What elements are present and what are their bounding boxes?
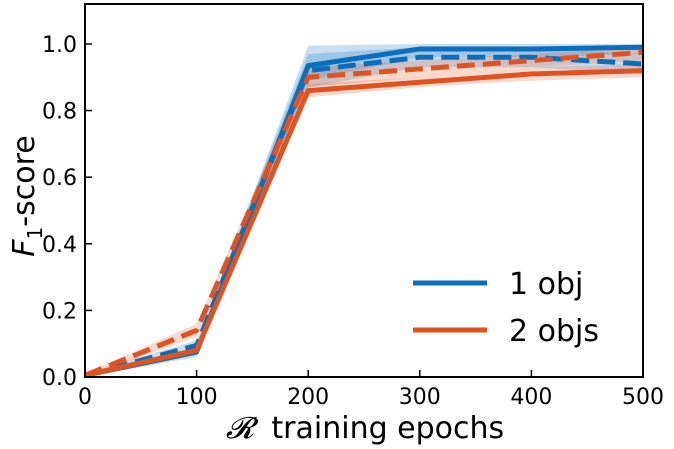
series-line-3-solid	[84, 68, 644, 378]
legend: 1 obj 2 objs	[413, 267, 599, 349]
y-tick-label: 0.6	[42, 166, 77, 191]
y-axis-symbol: F	[7, 239, 42, 257]
x-tick-label: 300	[399, 385, 441, 410]
y-tick-label: 0.2	[42, 299, 77, 324]
x-axis-text: training epochs	[271, 411, 504, 446]
y-axis-text: -score	[7, 135, 42, 226]
legend-label: 1 obj	[509, 267, 583, 302]
plot-frame	[84, 3, 644, 378]
legend-label: 2 objs	[509, 314, 599, 349]
axis-ticks: 0 100 200 300 400 500 0.0 0.2 0.4 0.6 0.8 1.0	[42, 33, 664, 410]
y-tick-label: 1.0	[42, 33, 77, 58]
x-axis-symbol: 𝓡	[226, 411, 259, 446]
x-tick-label: 0	[78, 385, 92, 410]
series-line-4-dashed	[84, 49, 644, 378]
y-tick-label: 0.8	[42, 100, 77, 125]
x-tick-label: 400	[510, 385, 552, 410]
y-axis-label: F1-score	[7, 135, 47, 256]
x-tick-label: 200	[287, 385, 329, 410]
y-axis-subscript: 1	[23, 227, 47, 240]
x-tick-label: 500	[622, 385, 664, 410]
series-lines	[84, 44, 644, 378]
x-axis-label: 𝓡 training epochs	[226, 411, 504, 446]
y-tick-label: 0.4	[42, 233, 77, 258]
y-tick-label: 0.0	[42, 366, 77, 391]
x-tick-label: 100	[176, 385, 218, 410]
